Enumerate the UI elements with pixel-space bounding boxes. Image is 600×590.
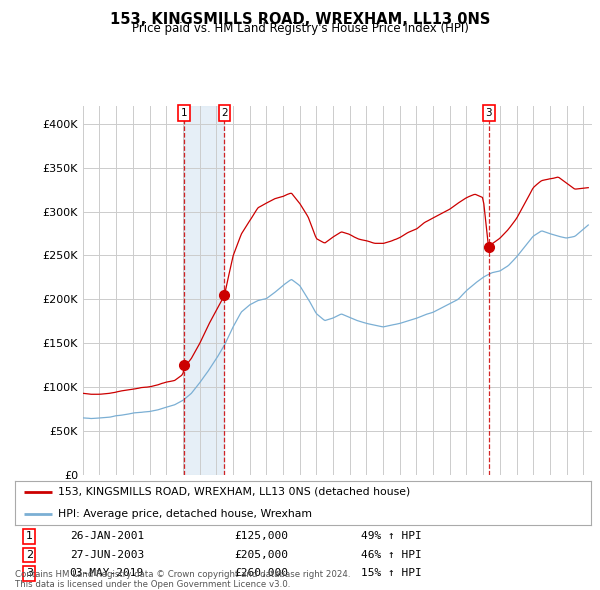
Text: 3: 3 xyxy=(485,108,492,118)
Text: HPI: Average price, detached house, Wrexham: HPI: Average price, detached house, Wrex… xyxy=(58,509,312,519)
Text: £260,000: £260,000 xyxy=(234,568,288,578)
Text: £205,000: £205,000 xyxy=(234,550,288,560)
Text: 2: 2 xyxy=(221,108,228,118)
Text: Price paid vs. HM Land Registry's House Price Index (HPI): Price paid vs. HM Land Registry's House … xyxy=(131,22,469,35)
Text: 153, KINGSMILLS ROAD, WREXHAM, LL13 0NS: 153, KINGSMILLS ROAD, WREXHAM, LL13 0NS xyxy=(110,12,490,27)
Bar xyxy=(184,106,224,475)
Text: Contains HM Land Registry data © Crown copyright and database right 2024.
This d: Contains HM Land Registry data © Crown c… xyxy=(15,570,350,589)
Text: 03-MAY-2019: 03-MAY-2019 xyxy=(70,568,144,578)
Text: 15% ↑ HPI: 15% ↑ HPI xyxy=(361,568,421,578)
Text: 49% ↑ HPI: 49% ↑ HPI xyxy=(361,532,421,542)
Text: 27-JUN-2003: 27-JUN-2003 xyxy=(70,550,144,560)
Text: £125,000: £125,000 xyxy=(234,532,288,542)
Text: 153, KINGSMILLS ROAD, WREXHAM, LL13 0NS (detached house): 153, KINGSMILLS ROAD, WREXHAM, LL13 0NS … xyxy=(58,487,410,497)
Text: 46% ↑ HPI: 46% ↑ HPI xyxy=(361,550,421,560)
Text: 2: 2 xyxy=(26,550,33,560)
Text: 1: 1 xyxy=(181,108,187,118)
Text: 26-JAN-2001: 26-JAN-2001 xyxy=(70,532,144,542)
Text: 3: 3 xyxy=(26,568,33,578)
Text: 1: 1 xyxy=(26,532,33,542)
